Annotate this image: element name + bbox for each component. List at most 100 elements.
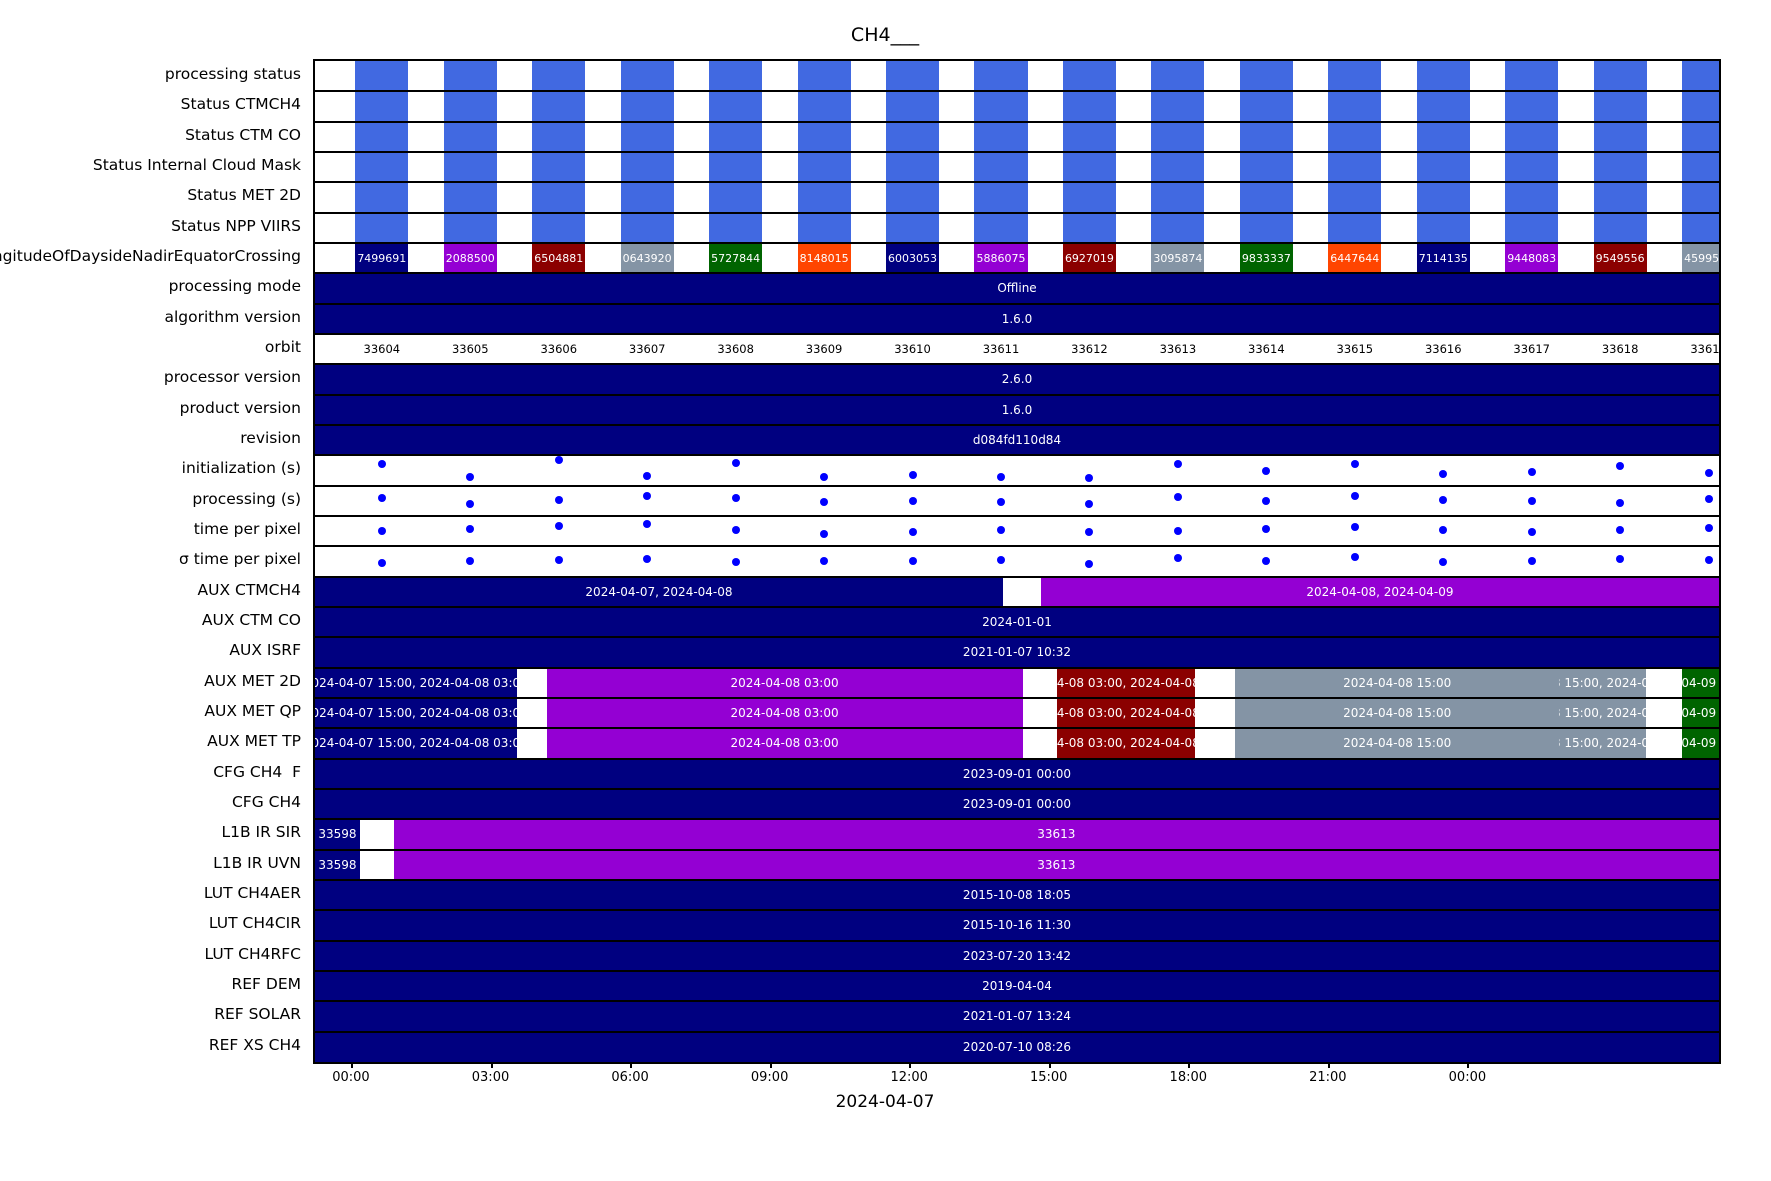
status-bar <box>1151 121 1205 152</box>
status-bar <box>1416 212 1470 243</box>
status-bar <box>1328 91 1382 122</box>
time-segment: 2024-04-08 15:00, 2024-04-09 03:00 <box>1559 698 1647 729</box>
row-band: 2024-04-07 15:00, 2024-04-08 03:00 2024-0… <box>315 728 1719 759</box>
scatter-dot <box>1616 461 1625 470</box>
row-separator <box>315 636 1719 639</box>
status-bar <box>886 121 940 152</box>
status-bar <box>1239 182 1293 213</box>
time-segment: 2024-04-08 15:00 <box>1235 667 1560 698</box>
row-label: revision <box>240 429 301 448</box>
row-separator <box>315 211 1719 214</box>
row-label: AUX MET TP <box>207 732 301 751</box>
row-band: 2023-09-01 00:00 <box>315 789 1719 820</box>
status-bar <box>709 152 763 183</box>
row-separator <box>315 242 1719 244</box>
time-segment: 33598 <box>315 819 360 850</box>
scatter-dot <box>466 473 475 482</box>
status-bar <box>709 121 763 152</box>
scatter-dot <box>643 492 652 501</box>
row-band <box>315 516 1719 546</box>
status-bar <box>1682 91 1719 122</box>
longitude-cell: 6447644 <box>1328 243 1382 274</box>
row-label: AUX CTMCH4 <box>197 580 302 599</box>
status-bar <box>355 61 409 92</box>
row-label: REF XS CH4 <box>208 1035 301 1054</box>
row-band: 2.6.0 <box>315 364 1719 395</box>
scatter-dot <box>1616 499 1625 508</box>
row-label: processing (s) <box>192 489 301 508</box>
row-separator <box>315 424 1719 426</box>
time-segment: 2024-04-07 15:00, 2024-04-08 03:00 <box>315 698 517 729</box>
row-separator <box>315 697 1719 699</box>
scatter-dot <box>820 498 829 507</box>
status-bar <box>532 121 586 152</box>
status-bar <box>1151 152 1205 183</box>
segment-text: 2024-04-08 03:00, 2024-04-08 15:00 <box>1057 736 1196 751</box>
longitude-cell: 9549556 <box>1593 243 1647 274</box>
status-bar <box>974 91 1028 122</box>
longitude-cell: 4599533 <box>1682 243 1719 274</box>
orbit-number: 33613 <box>1159 342 1197 357</box>
row-label: LUT CH4AER <box>203 884 301 903</box>
segment-text: 33613 <box>1037 827 1076 842</box>
status-bar <box>1416 121 1470 152</box>
orbit-number: 33610 <box>894 342 931 357</box>
scatter-dot <box>643 520 652 529</box>
row-separator <box>315 666 1719 669</box>
row-separator <box>315 1030 1719 1033</box>
row-label: processing status <box>164 65 301 84</box>
row-label: AUX CTM CO <box>201 611 301 630</box>
row-band: 2015-10-08 18:05 <box>315 880 1719 911</box>
x-axis-tick-label: 12:00 <box>890 1070 928 1085</box>
scatter-dot <box>1085 500 1094 509</box>
row-band <box>315 152 1719 183</box>
row-separator <box>315 90 1719 93</box>
status-bar <box>1682 61 1719 92</box>
status-bar <box>1151 61 1205 92</box>
status-bar <box>1505 182 1559 213</box>
scatter-dot <box>554 455 563 464</box>
status-bar <box>1062 182 1116 213</box>
row-value-text: Offline <box>997 281 1037 296</box>
scatter-dot <box>1616 555 1625 564</box>
status-bar <box>974 182 1028 213</box>
longitude-cell: 9833337 <box>1239 243 1293 274</box>
longitude-cell: 9448083 <box>1505 243 1559 274</box>
row-separator <box>315 939 1719 942</box>
segment-text: 2024-04-08 15:00, 2024-04-09 03:00 <box>1559 675 1647 690</box>
status-bar <box>974 152 1028 183</box>
row-separator <box>315 1000 1719 1003</box>
time-segment: 2024-04-08 03:00, 2024-04-08 15:00 <box>1057 698 1196 729</box>
row-separator <box>315 879 1719 881</box>
status-bar <box>1151 91 1205 122</box>
longitude-value: 5886075 <box>976 251 1026 265</box>
segment-text: 2024-04-08 03:00, 2024-04-08 15:00 <box>1057 706 1196 721</box>
row-label: σ time per pixel <box>178 550 301 569</box>
status-bar <box>1505 152 1559 183</box>
longitude-value: 6003053 <box>888 251 938 265</box>
row-band: 2020-07-10 08:26 <box>315 1031 1719 1062</box>
scatter-dot <box>731 494 740 503</box>
scatter-dot <box>1350 552 1359 561</box>
segment-text: 2024-04-08 15:00 <box>1343 736 1452 751</box>
scatter-dot <box>731 558 740 567</box>
row-value-text: 2023-09-01 00:00 <box>962 766 1072 781</box>
x-axis-tick <box>1048 1063 1051 1068</box>
longitude-value: 5727844 <box>711 251 761 265</box>
time-segment: 2024-04-09 03:00 <box>1682 698 1719 729</box>
row-label: Status Internal Cloud Mask <box>92 156 301 175</box>
status-bar <box>797 61 851 92</box>
scatter-dot <box>1085 527 1094 536</box>
segment-text: 33613 <box>1037 857 1076 872</box>
orbit-number: 33619 <box>1690 342 1719 357</box>
scatter-dot <box>731 525 740 534</box>
status-bar <box>1593 212 1647 243</box>
status-bar <box>532 182 586 213</box>
scatter-dot <box>1439 525 1448 534</box>
scatter-dot <box>1262 497 1271 506</box>
scatter-dot <box>1262 524 1271 533</box>
scatter-dot <box>466 499 475 508</box>
status-bar <box>1062 121 1116 152</box>
scatter-dot <box>1704 555 1713 564</box>
scatter-dot <box>1527 527 1536 536</box>
